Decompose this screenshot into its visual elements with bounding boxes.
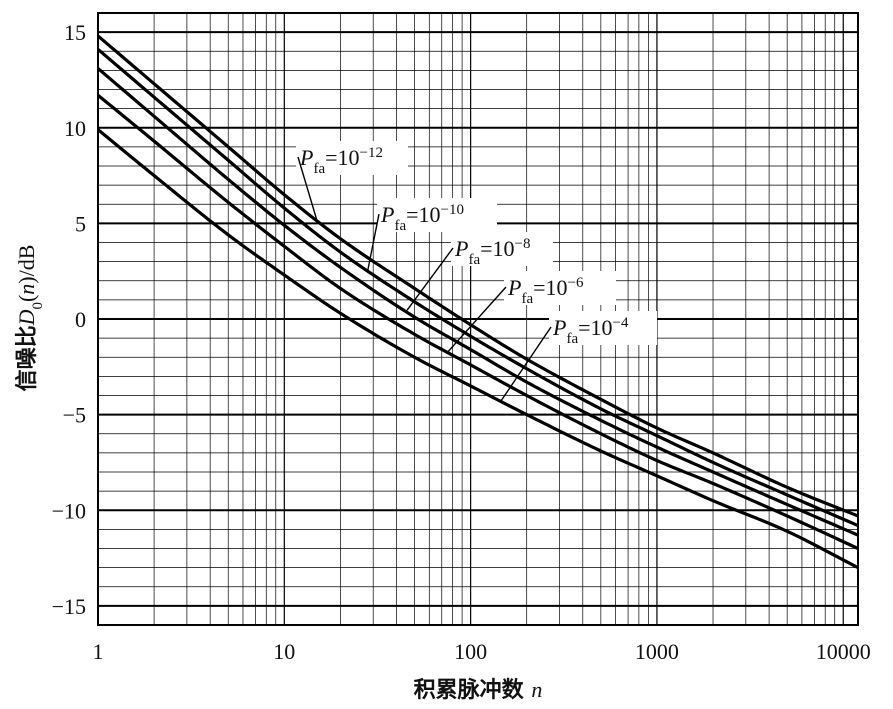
y-tick-label: −10 bbox=[52, 498, 86, 523]
x-tick-label: 100 bbox=[454, 639, 487, 664]
series-label-pointer bbox=[366, 213, 380, 272]
series-label-bg bbox=[504, 271, 616, 305]
series-label: Pfa=10−4 bbox=[552, 315, 629, 347]
x-tick-label: 10000 bbox=[816, 639, 871, 664]
series-label-bg bbox=[451, 232, 553, 266]
y-tick-label: 5 bbox=[75, 211, 86, 236]
series-label: Pfa=10−8 bbox=[454, 236, 531, 268]
series-line bbox=[96, 94, 859, 550]
tick-marks: 1 10 100 1000 10000 15 10 5 0 −5 −10 −15 bbox=[52, 20, 871, 664]
series-line bbox=[96, 34, 859, 518]
series-line bbox=[96, 67, 859, 537]
series-label-bg bbox=[377, 198, 497, 232]
y-tick-label: −15 bbox=[52, 594, 86, 619]
y-axis-title: 信噪比D0(n)/dB bbox=[14, 245, 46, 392]
series-label-bg bbox=[549, 311, 657, 345]
series-line bbox=[96, 128, 859, 570]
series-label: Pfa=10−10 bbox=[380, 202, 464, 234]
y-tick-label: 10 bbox=[64, 116, 86, 141]
x-tick-label: 10 bbox=[273, 639, 295, 664]
y-tick-label: 0 bbox=[75, 307, 86, 332]
series-label-pointer bbox=[297, 156, 318, 222]
x-axis-title: 积累脉冲数 n bbox=[414, 677, 543, 703]
series-label-pointer bbox=[405, 247, 454, 313]
series-label: Pfa=10−6 bbox=[507, 275, 584, 307]
plot-frame bbox=[97, 12, 859, 626]
series-lines bbox=[96, 34, 859, 570]
series-label-bg bbox=[296, 141, 408, 175]
x-tick-label: 1 bbox=[93, 639, 104, 664]
y-tick-label: −5 bbox=[63, 403, 86, 428]
series-label-pointer bbox=[500, 326, 552, 402]
series-label-pointer bbox=[446, 286, 507, 353]
x-tick-label: 1000 bbox=[635, 639, 679, 664]
y-tick-label: 15 bbox=[64, 20, 86, 45]
series-line bbox=[96, 48, 859, 528]
series-label: Pfa=10−12 bbox=[299, 145, 383, 177]
